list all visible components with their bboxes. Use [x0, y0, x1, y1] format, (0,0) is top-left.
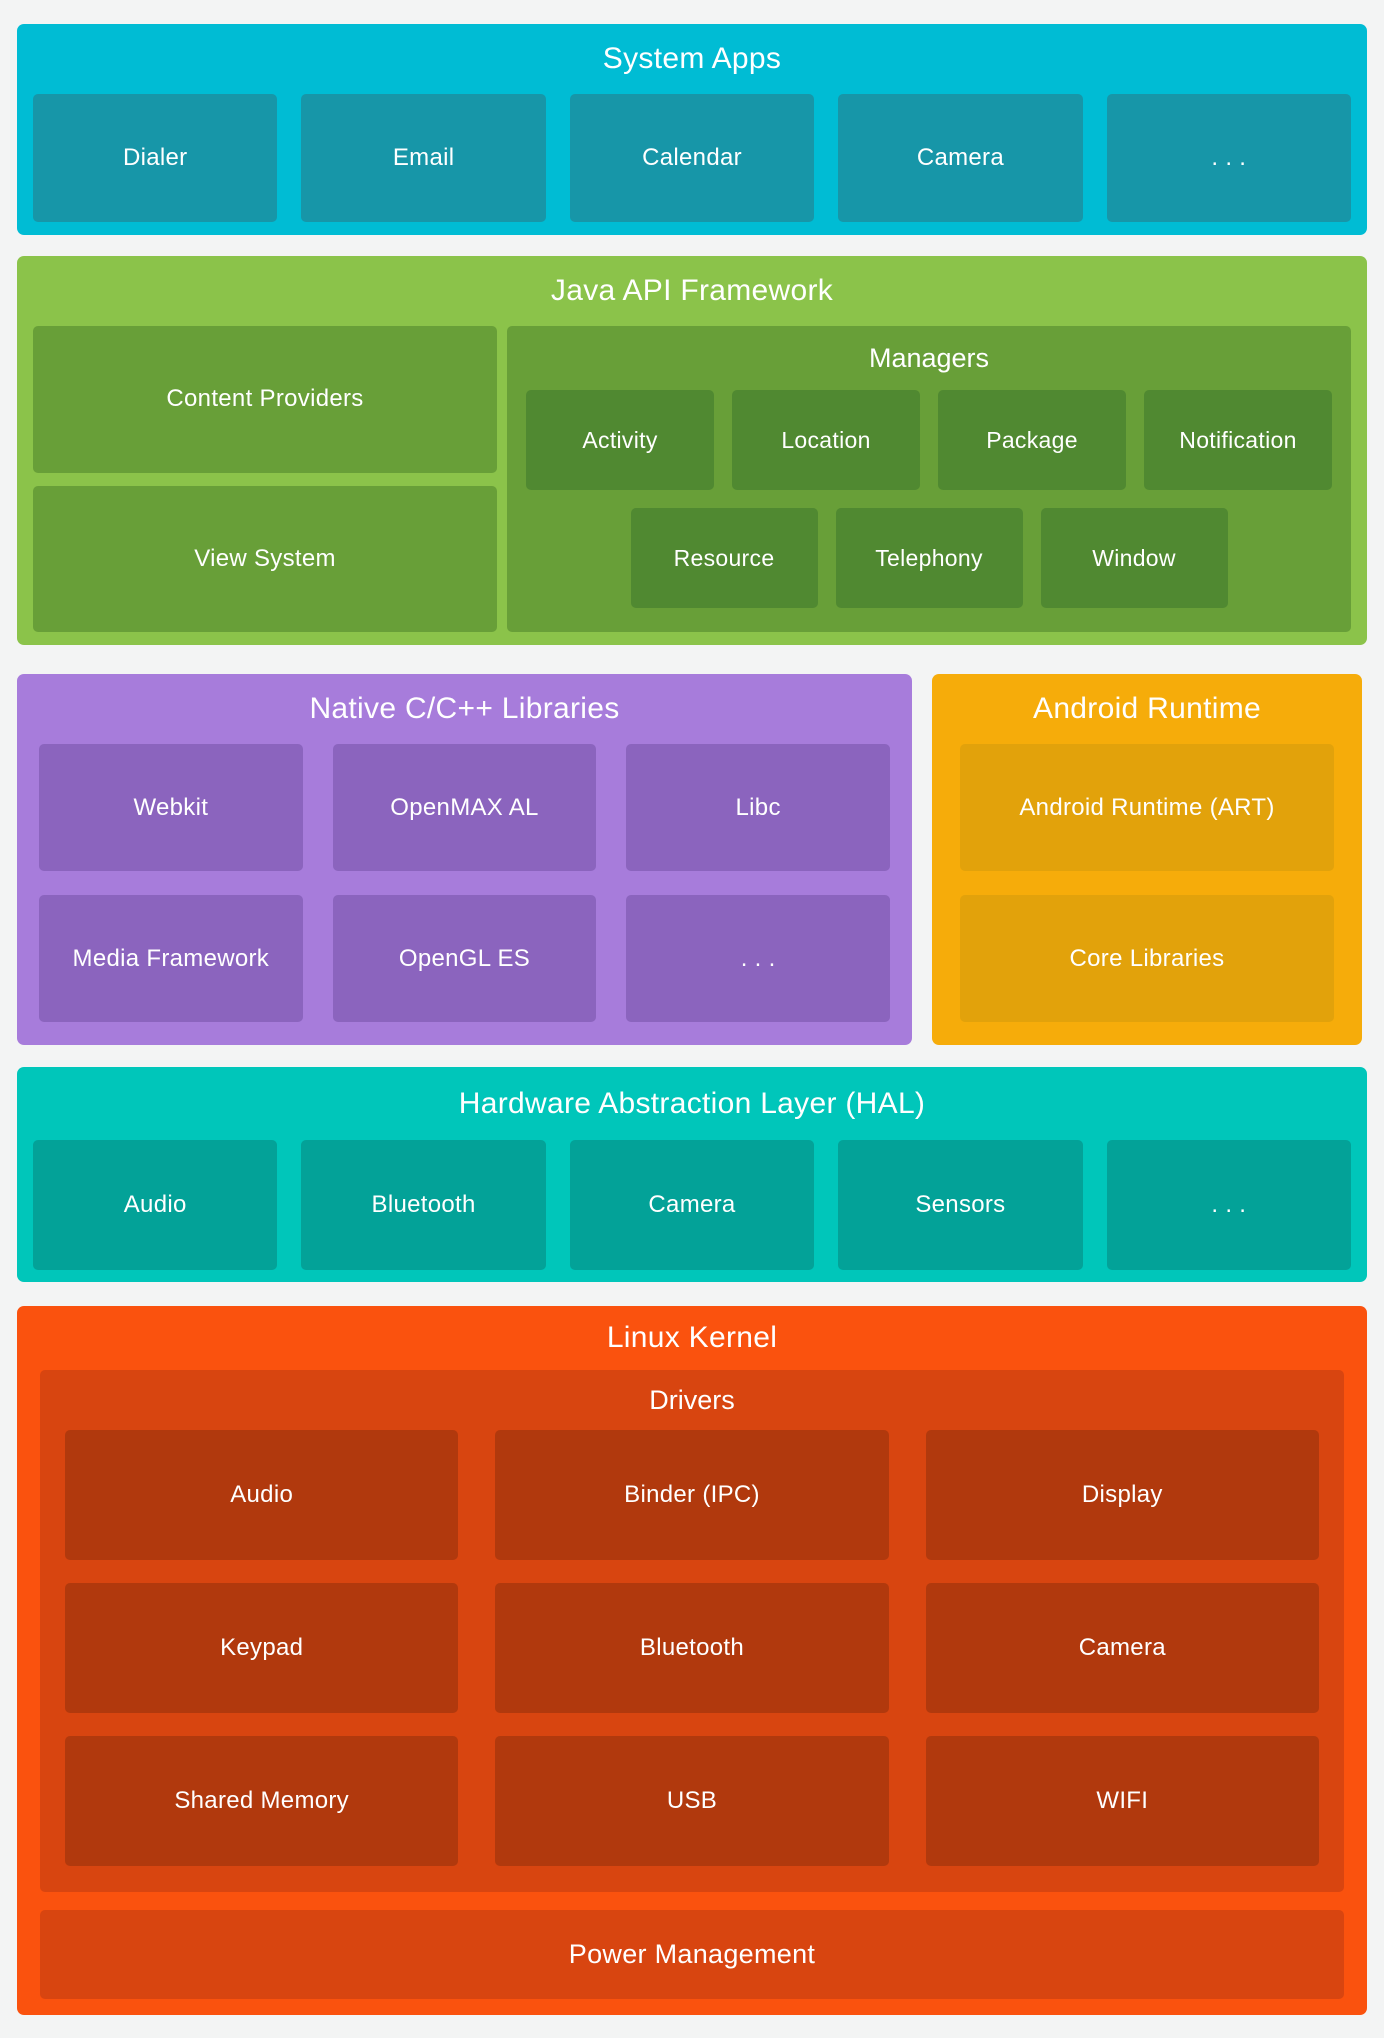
driver-box-keypad: Keypad: [65, 1583, 459, 1713]
drivers-title: Drivers: [649, 1385, 735, 1415]
drivers-panel: Drivers Audio Binder (IPC) Display Keypa…: [40, 1370, 1344, 1892]
native-libraries-title: Native C/C++ Libraries: [309, 692, 620, 725]
box-view-system: View System: [33, 485, 497, 632]
app-box-more: . . .: [1106, 94, 1352, 222]
section-system-apps: System Apps Dialer Email Calendar Camera…: [17, 24, 1367, 235]
box-openmax-al: OpenMAX AL: [332, 744, 597, 871]
box-location-manager: Location: [732, 390, 920, 490]
box-window-manager: Window: [1040, 508, 1228, 608]
hal-box-camera: Camera: [569, 1140, 815, 1270]
system-apps-row: Dialer Email Calendar Camera . . .: [17, 94, 1367, 222]
app-box-camera: Camera: [838, 94, 1083, 222]
driver-box-bluetooth: Bluetooth: [495, 1583, 889, 1713]
box-opengl-es: OpenGL ES: [332, 895, 597, 1022]
native-libraries-grid: Webkit OpenMAX AL Libc Media Framework O…: [17, 744, 912, 1022]
section-hal: Hardware Abstraction Layer (HAL) Audio B…: [17, 1067, 1367, 1282]
section-android-runtime: Android Runtime Android Runtime (ART) Co…: [932, 674, 1362, 1045]
section-linux-kernel: Linux Kernel Drivers Audio Binder (IPC) …: [17, 1306, 1367, 2015]
driver-box-wifi: WIFI: [925, 1736, 1319, 1866]
box-telephony-manager: Telephony: [835, 508, 1023, 608]
hal-row: Audio Bluetooth Camera Sensors . . .: [17, 1140, 1367, 1270]
driver-box-audio: Audio: [65, 1430, 459, 1560]
power-management-box: Power Management: [40, 1910, 1344, 1999]
box-native-more: . . .: [626, 895, 890, 1022]
managers-row-2: Resource Telephony Window: [507, 508, 1351, 608]
hal-box-sensors: Sensors: [838, 1140, 1083, 1270]
managers-title: Managers: [868, 343, 990, 373]
hal-box-audio: Audio: [33, 1140, 278, 1270]
java-left-column: Content Providers View System: [33, 326, 497, 632]
hal-title: Hardware Abstraction Layer (HAL): [458, 1087, 926, 1120]
system-apps-title: System Apps: [602, 42, 782, 75]
box-webkit: Webkit: [39, 744, 303, 871]
box-resource-manager: Resource: [630, 508, 818, 608]
driver-box-usb: USB: [495, 1736, 889, 1866]
box-art: Android Runtime (ART): [960, 744, 1334, 871]
managers-panel: Managers Activity Location Package Notif…: [507, 326, 1351, 632]
app-box-email: Email: [301, 94, 546, 222]
driver-box-binder-ipc: Binder (IPC): [495, 1430, 889, 1560]
section-native-libraries: Native C/C++ Libraries Webkit OpenMAX AL…: [17, 674, 912, 1045]
box-content-providers: Content Providers: [33, 326, 497, 473]
linux-kernel-title: Linux Kernel: [606, 1321, 778, 1354]
android-runtime-column: Android Runtime (ART) Core Libraries: [932, 744, 1362, 1022]
app-box-dialer: Dialer: [33, 94, 278, 222]
driver-box-camera: Camera: [925, 1583, 1319, 1713]
box-package-manager: Package: [938, 390, 1126, 490]
box-notification-manager: Notification: [1144, 390, 1332, 490]
driver-box-display: Display: [925, 1430, 1319, 1560]
box-core-libraries: Core Libraries: [960, 895, 1334, 1022]
hal-box-bluetooth: Bluetooth: [301, 1140, 546, 1270]
android-runtime-title: Android Runtime: [1033, 692, 1261, 725]
box-media-framework: Media Framework: [39, 895, 303, 1022]
app-box-calendar: Calendar: [569, 94, 815, 222]
box-activity-manager: Activity: [526, 390, 714, 490]
driver-box-shared-memory: Shared Memory: [65, 1736, 459, 1866]
box-libc: Libc: [626, 744, 890, 871]
managers-row-1: Activity Location Package Notification: [507, 390, 1351, 490]
java-api-content: Content Providers View System Managers A…: [17, 326, 1367, 632]
drivers-grid: Audio Binder (IPC) Display Keypad Blueto…: [40, 1430, 1344, 1866]
section-java-api-framework: Java API Framework Content Providers Vie…: [17, 256, 1367, 645]
java-api-title: Java API Framework: [550, 274, 834, 307]
hal-box-more: . . .: [1106, 1140, 1352, 1270]
